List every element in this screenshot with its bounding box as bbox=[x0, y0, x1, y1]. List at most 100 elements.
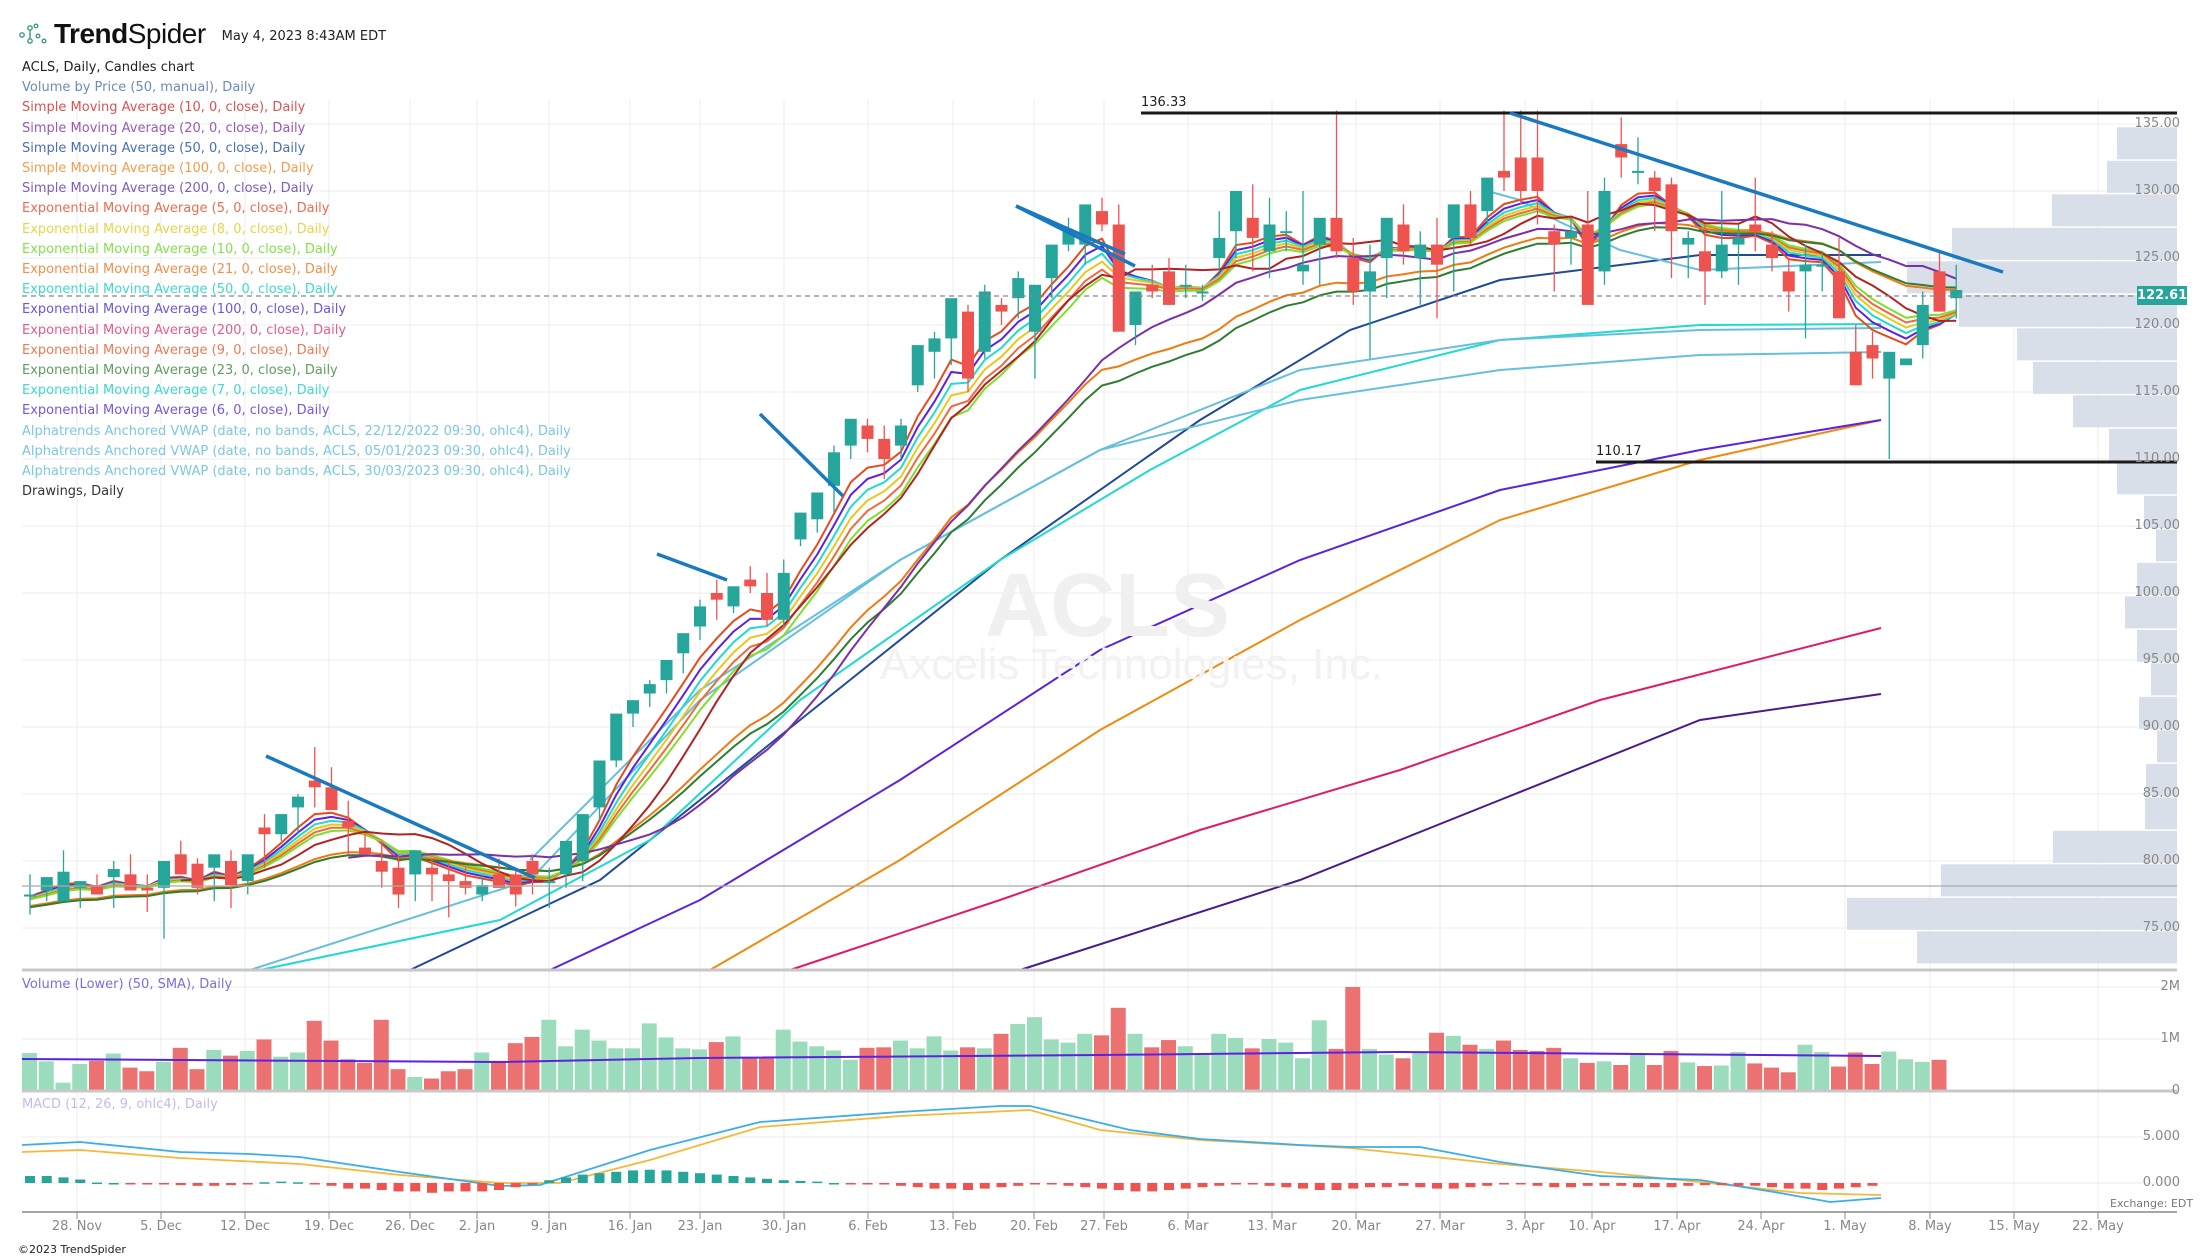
legend-item[interactable]: Exponential Moving Average (7, 0, close)… bbox=[22, 383, 330, 399]
candle-body bbox=[174, 854, 187, 875]
legend-item[interactable]: Volume by Price (50, manual), Daily bbox=[22, 80, 256, 96]
volume-bar bbox=[1730, 1052, 1746, 1091]
volume-bar bbox=[1529, 1050, 1545, 1091]
macd-histogram-bar bbox=[1683, 1183, 1694, 1186]
date-tick: 27. Feb bbox=[1080, 1219, 1128, 1234]
volume-bar bbox=[1881, 1051, 1897, 1091]
macd-histogram-bar bbox=[845, 1183, 856, 1185]
legend-item[interactable]: Exponential Moving Average (5, 0, close)… bbox=[22, 201, 330, 217]
legend-item[interactable]: Alphatrends Anchored VWAP (date, no band… bbox=[22, 464, 571, 480]
volume-by-price-bar bbox=[2073, 395, 2177, 428]
candle-body bbox=[710, 593, 723, 600]
macd-histogram-bar bbox=[259, 1182, 270, 1184]
date-tick: 19. Dec bbox=[304, 1219, 354, 1234]
volume-bar bbox=[373, 1019, 389, 1091]
copyright: ©2023 TrendSpider bbox=[18, 1243, 126, 1256]
legend-item[interactable]: Alphatrends Anchored VWAP (date, no band… bbox=[22, 443, 571, 459]
ema200-line bbox=[789, 627, 1882, 971]
macd-histogram-bar bbox=[561, 1177, 571, 1183]
volume-bar bbox=[1847, 1052, 1863, 1091]
legend-item[interactable]: Exponential Moving Average (21, 0, close… bbox=[22, 262, 338, 278]
candle-body bbox=[1045, 244, 1058, 279]
date-tick: 3. Apr bbox=[1505, 1219, 1545, 1234]
candle-body bbox=[509, 874, 522, 895]
volume-bar bbox=[1814, 1052, 1830, 1091]
candle-body bbox=[74, 881, 87, 888]
volume-bar bbox=[926, 1036, 942, 1091]
legend-item[interactable]: Simple Moving Average (20, 0, close), Da… bbox=[22, 120, 306, 136]
legend-item[interactable]: Exponential Moving Average (6, 0, close)… bbox=[22, 403, 330, 419]
macd-histogram-bar bbox=[695, 1173, 705, 1183]
macd-histogram-bar bbox=[159, 1183, 169, 1185]
macd-histogram-bar bbox=[209, 1183, 220, 1186]
volume-bar bbox=[1027, 1017, 1042, 1091]
candle-body bbox=[1715, 244, 1728, 272]
last-price-badge: 122.61 bbox=[2137, 286, 2188, 305]
price-tick: 130.00 bbox=[2134, 183, 2181, 198]
macd-histogram-bar bbox=[795, 1180, 806, 1183]
legend-item[interactable]: Exponential Moving Average (9, 0, close)… bbox=[22, 342, 330, 358]
legend-item[interactable]: Simple Moving Average (100, 0, close), D… bbox=[22, 161, 314, 177]
legend-item[interactable]: Exponential Moving Average (8, 0, close)… bbox=[22, 221, 330, 237]
macd-histogram-bar bbox=[376, 1183, 387, 1190]
volume-bar bbox=[507, 1043, 523, 1091]
legend-item[interactable]: Exponential Moving Average (200, 0, clos… bbox=[22, 322, 347, 338]
candle-body bbox=[1833, 271, 1845, 319]
ema5-line bbox=[29, 191, 1957, 898]
legend-item[interactable]: Simple Moving Average (10, 0, close), Da… bbox=[22, 100, 306, 116]
macd-histogram-bar bbox=[92, 1182, 102, 1185]
volume-bar bbox=[1747, 1063, 1763, 1091]
volume-bar bbox=[105, 1053, 121, 1091]
legend-item[interactable]: Simple Moving Average (200, 0, close), D… bbox=[22, 181, 314, 197]
candle-body bbox=[1514, 157, 1527, 191]
macd-histogram-bar bbox=[393, 1183, 404, 1192]
macd-histogram-bar bbox=[1499, 1183, 1509, 1185]
watermark-symbol: ACLS bbox=[985, 556, 1230, 656]
macd-histogram-bar bbox=[1549, 1183, 1560, 1188]
candle-body bbox=[325, 787, 338, 811]
candle-body bbox=[292, 796, 304, 808]
volume-bar bbox=[273, 1056, 289, 1091]
legend-item[interactable]: Exponential Moving Average (10, 0, close… bbox=[22, 241, 338, 257]
macd-signal-line bbox=[21, 1109, 1882, 1196]
resistance-level-label: 136.33 bbox=[1141, 95, 1187, 110]
macd-pane-label[interactable]: MACD (12, 26, 9, ohlc4), Daily bbox=[22, 1097, 218, 1112]
candle-body bbox=[1297, 264, 1309, 272]
candle-body bbox=[643, 684, 656, 694]
volume-bar bbox=[1445, 1035, 1461, 1091]
volume-bar bbox=[407, 1076, 423, 1091]
candle-body bbox=[1179, 284, 1192, 287]
legend-item[interactable]: Simple Moving Average (50, 0, close), Da… bbox=[22, 140, 306, 156]
trendline-drawing bbox=[758, 412, 845, 498]
volume-bar bbox=[1244, 1048, 1260, 1091]
candle-body bbox=[828, 452, 840, 486]
legend-item[interactable]: Drawings, Daily bbox=[22, 484, 124, 500]
date-tick: 5. Dec bbox=[140, 1219, 182, 1234]
volume-bar bbox=[340, 1059, 356, 1091]
volume-bar bbox=[390, 1069, 406, 1091]
volume-bar bbox=[1311, 1020, 1327, 1091]
volume-pane-label[interactable]: Volume (Lower) (50, SMA), Daily bbox=[22, 977, 233, 992]
macd-histogram-bar bbox=[1783, 1183, 1794, 1189]
volume-bar bbox=[1596, 1061, 1612, 1091]
macd-histogram-bar bbox=[946, 1183, 957, 1189]
volume-bar bbox=[1060, 1042, 1076, 1091]
date-tick: 27. Mar bbox=[1415, 1219, 1465, 1234]
volume-bar bbox=[206, 1049, 222, 1091]
legend-item[interactable]: Exponential Moving Average (50, 0, close… bbox=[22, 282, 338, 298]
macd-histogram-bar bbox=[812, 1181, 823, 1184]
candle-body bbox=[342, 820, 355, 828]
legend-item[interactable]: Alphatrends Anchored VWAP (date, no band… bbox=[22, 423, 571, 439]
candle-body bbox=[241, 854, 254, 882]
legend-item[interactable]: Exponential Moving Average (23, 0, close… bbox=[22, 363, 338, 379]
volume-bar bbox=[541, 1019, 557, 1091]
volume-bar bbox=[139, 1071, 155, 1091]
volume-by-price-bar bbox=[1941, 864, 2177, 897]
trendline-drawing bbox=[656, 552, 728, 582]
macd-histogram-bar bbox=[1281, 1183, 1292, 1188]
volume-bar bbox=[608, 1048, 624, 1091]
volume-bar bbox=[1228, 1037, 1243, 1091]
legend-item[interactable]: Exponential Moving Average (100, 0, clos… bbox=[22, 302, 347, 318]
macd-histogram-bar bbox=[58, 1177, 69, 1183]
